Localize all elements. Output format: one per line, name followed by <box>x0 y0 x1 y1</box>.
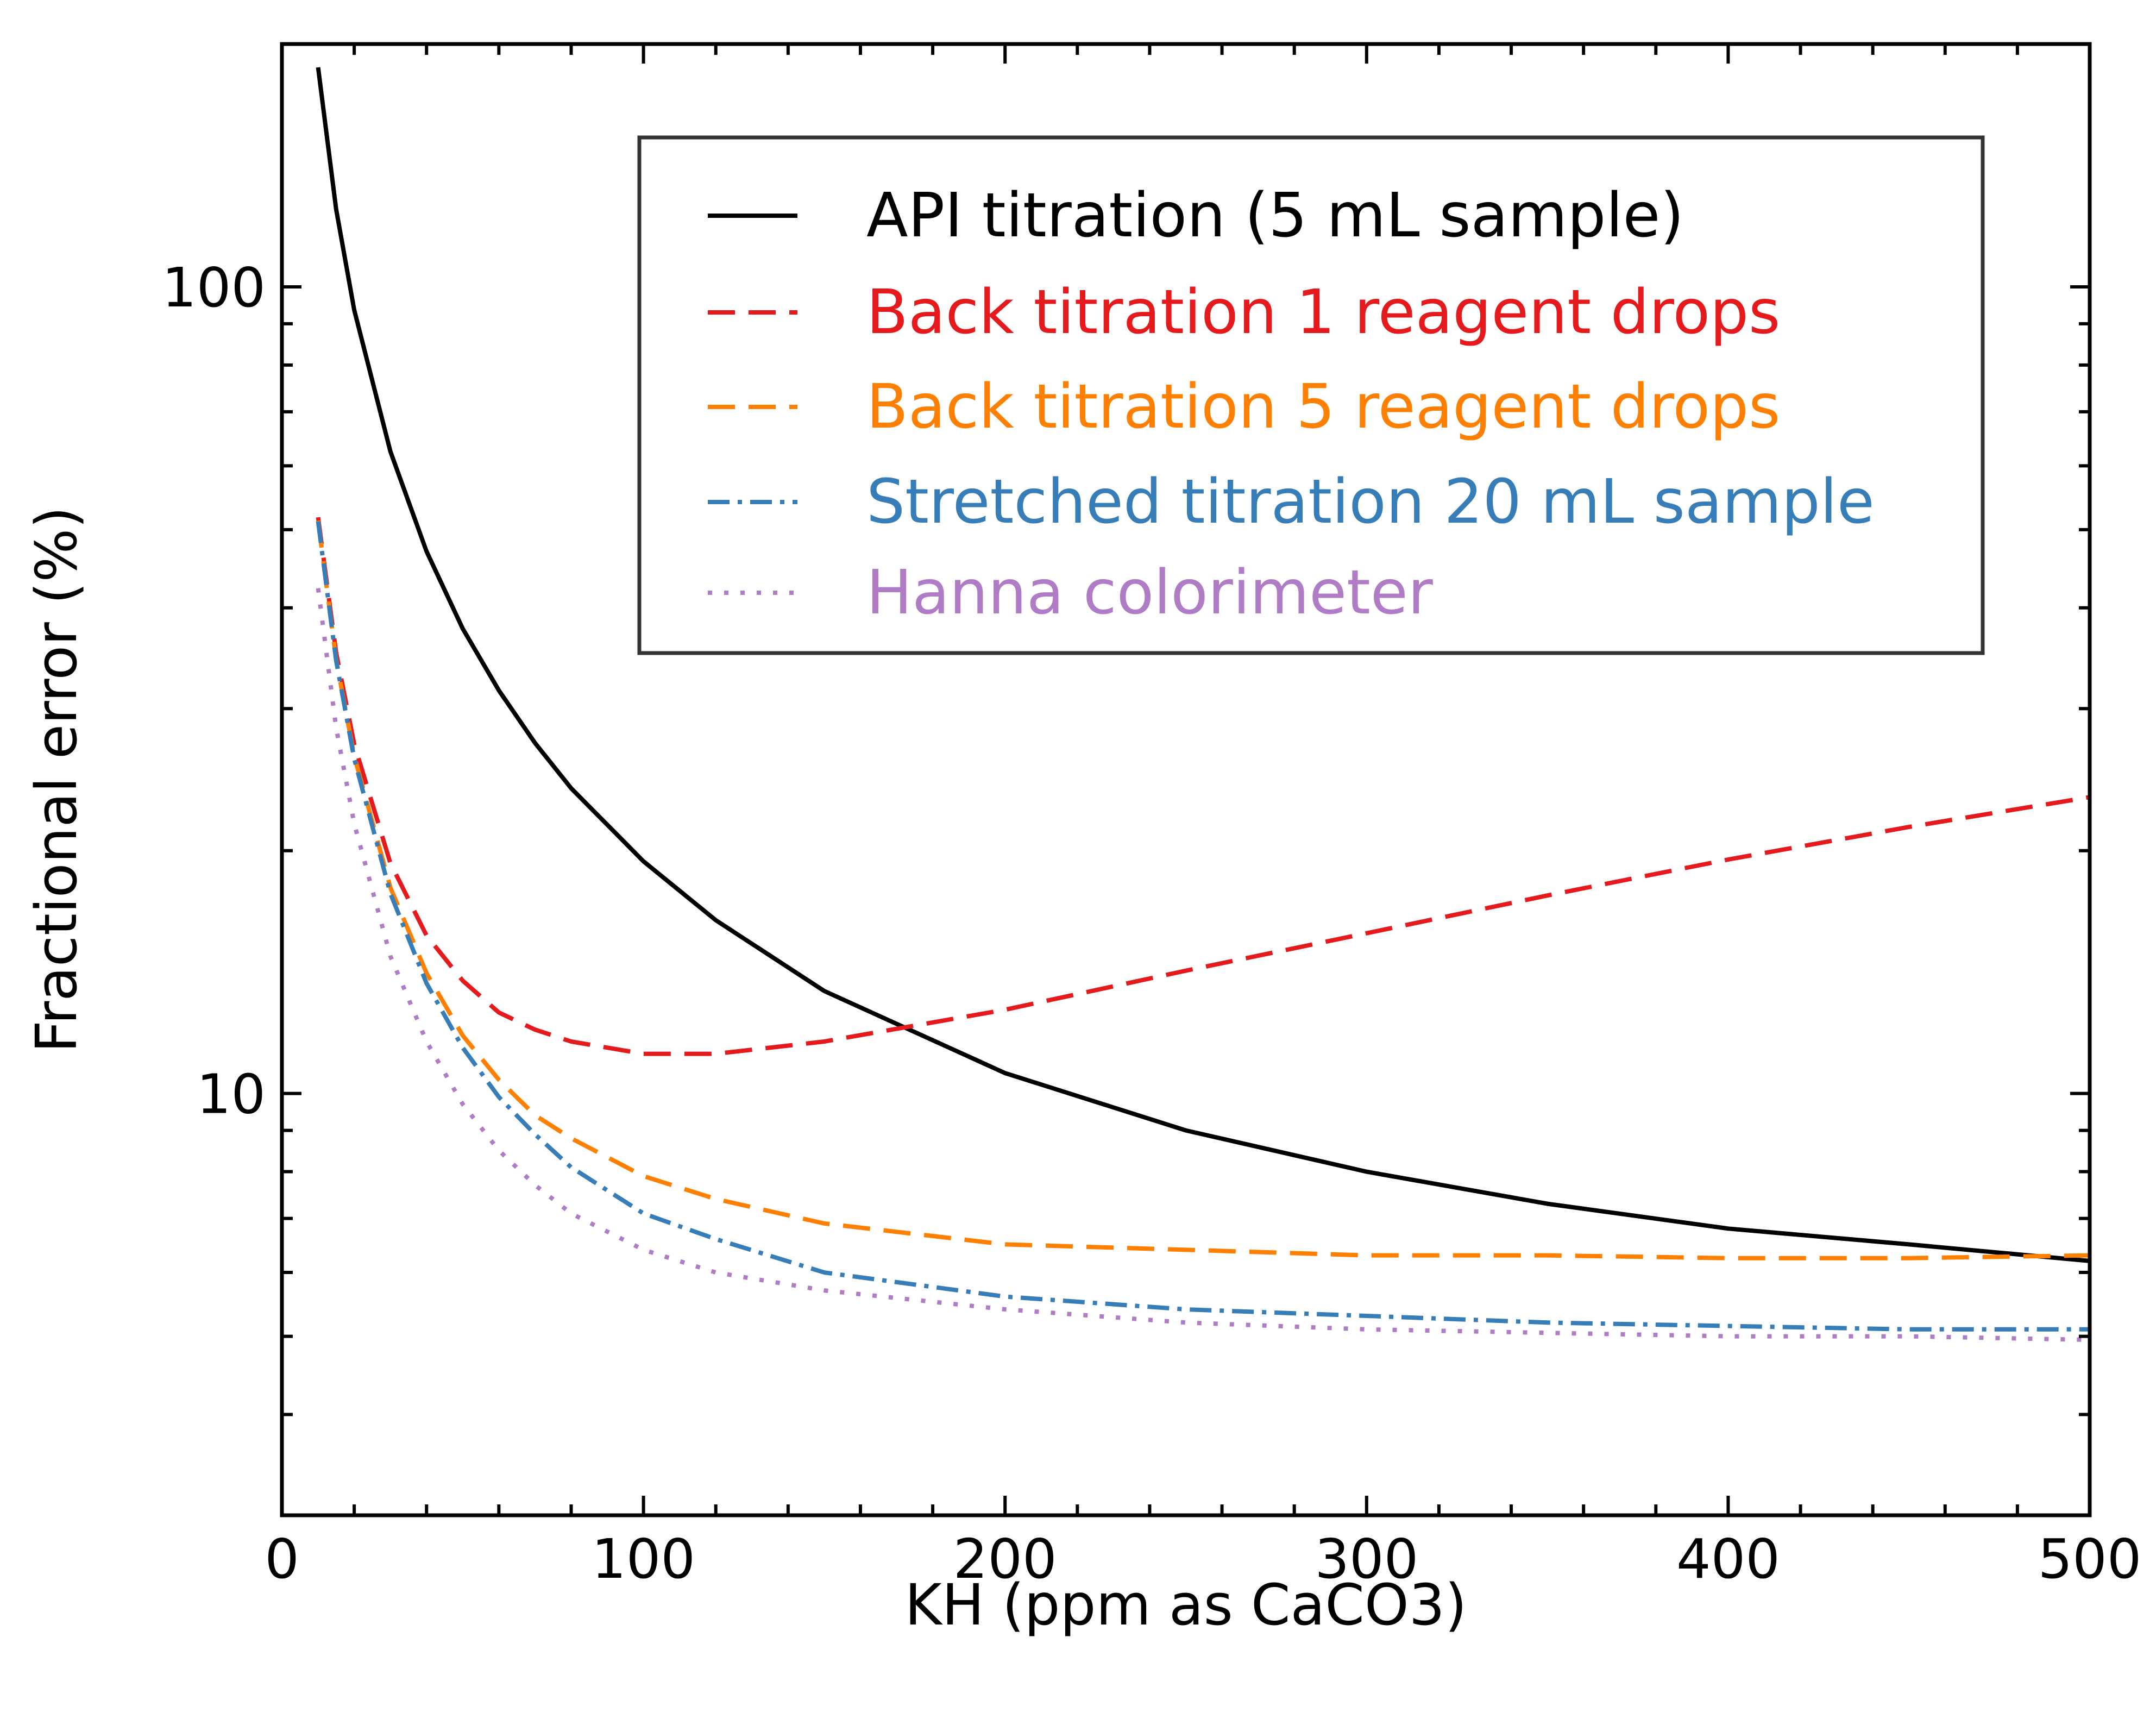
legend-label-3: Stretched titration 20 mL sample <box>866 467 1875 537</box>
x-tick-label: 400 <box>1676 1527 1780 1591</box>
y-tick-label: 100 <box>162 256 266 319</box>
legend-label-1: Back titration 1 reagent drops <box>866 277 1780 348</box>
legend-label-0: API titration (5 mL sample) <box>866 180 1684 251</box>
legend-frame <box>637 135 1985 655</box>
series-line-0 <box>316 67 2090 1263</box>
x-tick-label: 0 <box>265 1527 299 1591</box>
x-axis-label: KH (ppm as CaCO3) <box>905 1572 1467 1638</box>
series-line-4 <box>316 588 2090 1343</box>
x-tick-label: 100 <box>592 1527 695 1591</box>
series-line-2 <box>316 520 2090 1260</box>
y-tick-label: 10 <box>197 1063 266 1126</box>
legend-label-2: Back titration 5 reagent drops <box>866 372 1780 442</box>
x-tick-label: 300 <box>1315 1527 1418 1591</box>
legend-label-4: Hanna colorimeter <box>866 557 1434 628</box>
x-tick-label: 200 <box>953 1527 1057 1591</box>
series-lines <box>316 67 2090 1343</box>
series-line-3 <box>316 521 2090 1332</box>
legend: API titration (5 mL sample) Back titratio… <box>637 135 1985 655</box>
series-line-1 <box>316 517 2090 1056</box>
x-tick-label: 500 <box>2038 1527 2142 1591</box>
y-axis-label: Fractional error (%) <box>23 506 90 1053</box>
plot-frame <box>280 42 2092 1517</box>
axis-ticks: 0 100 200 300 400 500 10 100 <box>162 42 2142 1591</box>
